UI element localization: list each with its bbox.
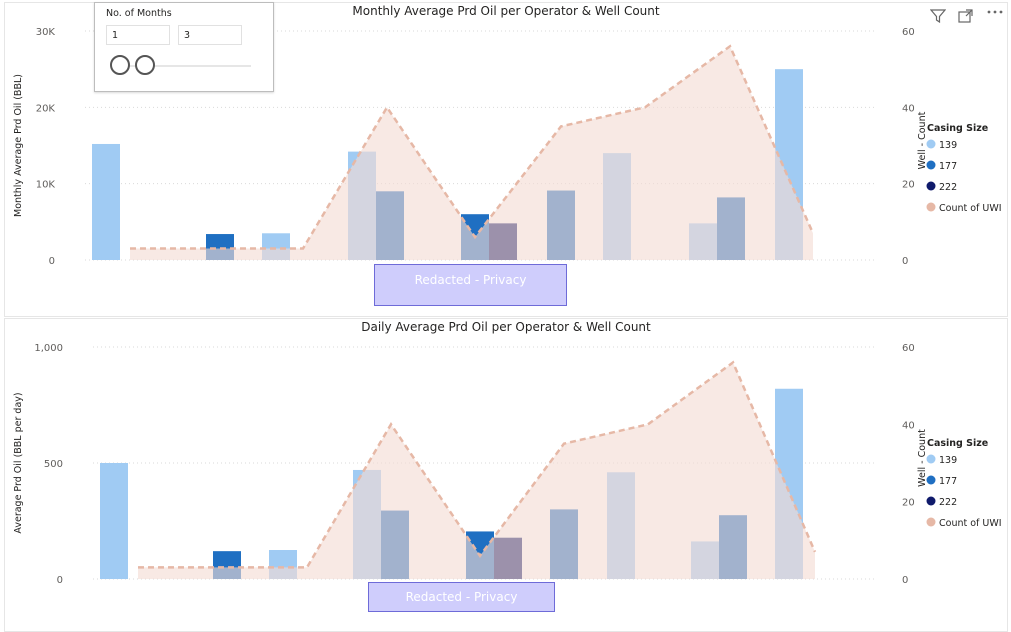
legend-marker [926, 454, 936, 464]
y2-tick-label: 0 [902, 256, 908, 267]
redacted-box: Redacted - Privacy [368, 582, 555, 612]
y2-tick-label: 40 [902, 103, 915, 114]
bar [92, 143, 120, 260]
legend-title: Casing Size [927, 123, 988, 134]
chart-title: Daily Average Prd Oil per Operator & Wel… [361, 320, 651, 334]
slicer-min-input[interactable]: 1 [106, 25, 170, 45]
y-tick-label: 0 [49, 256, 55, 267]
slicer-title: No. of Months [106, 8, 172, 19]
filter-icon[interactable] [929, 9, 947, 27]
legend-marker [926, 181, 936, 191]
y-tick-label: 30K [36, 27, 56, 38]
y-tick-label: 10K [36, 180, 56, 191]
daily-chart: Daily Average Prd Oil per Operator & Wel… [13, 320, 1002, 586]
legend-label: Count of UWI [939, 518, 1002, 529]
legend-label: Count of UWI [939, 203, 1002, 214]
daily-chart-panel: Daily Average Prd Oil per Operator & Wel… [4, 318, 1008, 632]
y-tick-label: 500 [44, 459, 63, 470]
y2-axis-label: Well - Count [917, 429, 928, 487]
legend-marker [926, 139, 936, 149]
legend-marker [926, 202, 936, 212]
y-tick-label: 20K [36, 103, 56, 114]
redacted-box: Redacted - Privacy [374, 264, 567, 306]
focus-mode-icon[interactable] [958, 9, 974, 27]
months-slicer[interactable]: No. of Months 1 3 [94, 2, 274, 92]
y-axis-label: Monthly Average Prd Oil (BBL) [13, 74, 24, 217]
slicer-max-handle[interactable] [135, 55, 155, 75]
legend-marker [926, 496, 936, 506]
slicer-track[interactable] [111, 65, 251, 67]
y2-tick-label: 0 [902, 575, 908, 586]
legend-marker [926, 475, 936, 485]
legend-label: 139 [939, 140, 957, 151]
chart-title: Monthly Average Prd Oil per Operator & W… [352, 4, 659, 18]
slicer-min-handle[interactable] [110, 55, 130, 75]
y2-axis-label: Well - Count [917, 111, 928, 169]
legend-marker [926, 160, 936, 170]
y-tick-label: 1,000 [34, 343, 63, 354]
legend-label: 222 [939, 182, 957, 193]
bar [100, 463, 128, 579]
y-axis-label: Average Prd Oil (BBL per day) [13, 392, 24, 533]
legend-label: 177 [939, 161, 957, 172]
count-line [138, 360, 817, 569]
y-tick-label: 0 [57, 575, 63, 586]
y2-tick-label: 20 [902, 180, 915, 191]
count-line [130, 44, 815, 250]
more-options-icon[interactable] [986, 5, 1004, 23]
legend-label: 139 [939, 455, 957, 466]
monthly-chart: Monthly Average Prd Oil per Operator & W… [13, 4, 1002, 267]
legend-label: 177 [939, 476, 957, 487]
y2-tick-label: 40 [902, 420, 915, 431]
count-area [138, 362, 815, 579]
slicer-max-input[interactable]: 3 [178, 25, 242, 45]
legend-label: 222 [939, 497, 957, 508]
monthly-chart-panel: Monthly Average Prd Oil per Operator & W… [4, 2, 1008, 317]
y2-tick-label: 60 [902, 27, 915, 38]
y2-tick-label: 20 [902, 498, 915, 509]
count-area [130, 46, 813, 261]
y2-tick-label: 60 [902, 343, 915, 354]
legend-title: Casing Size [927, 438, 988, 449]
legend-marker [926, 517, 936, 527]
